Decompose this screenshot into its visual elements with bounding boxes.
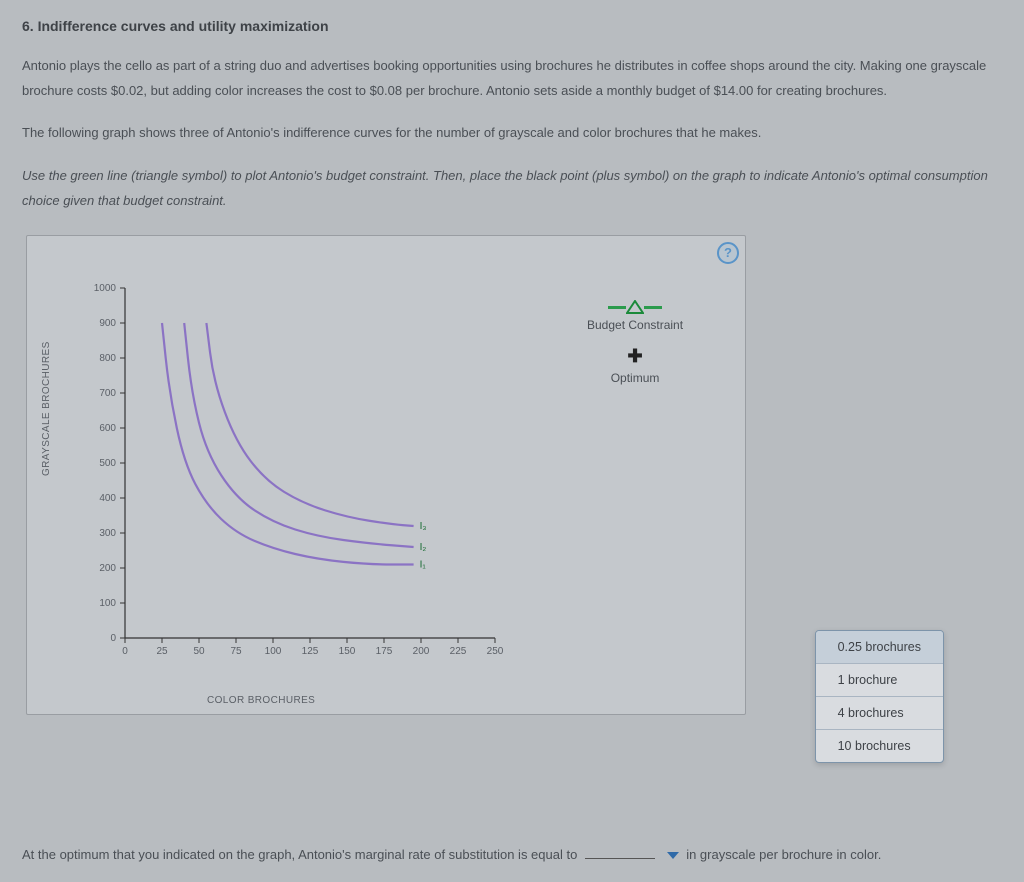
svg-text:500: 500: [99, 458, 116, 469]
mrs-question: At the optimum that you indicated on the…: [22, 843, 1002, 868]
svg-text:100: 100: [99, 598, 116, 609]
triangle-icon[interactable]: [626, 300, 644, 314]
svg-text:175: 175: [376, 646, 393, 657]
plus-icon[interactable]: ✚: [587, 346, 683, 367]
svg-text:75: 75: [230, 646, 242, 657]
answer-dropdown[interactable]: 0.25 brochures1 brochure4 brochures10 br…: [815, 630, 944, 763]
svg-text:I₃: I₃: [420, 521, 427, 532]
svg-text:700: 700: [99, 388, 116, 399]
svg-text:400: 400: [99, 493, 116, 504]
svg-text:200: 200: [413, 646, 430, 657]
dropdown-option[interactable]: 4 brochures: [816, 697, 943, 730]
interactive-graph[interactable]: ? GRAYSCALE BROCHURES COLOR BROCHURES 0 2…: [26, 235, 746, 715]
svg-text:25: 25: [156, 646, 168, 657]
triangle-dash-left: [608, 306, 626, 309]
answer-blank[interactable]: [585, 858, 655, 859]
question-suffix: in grayscale per brochure in color.: [686, 847, 881, 862]
svg-text:300: 300: [99, 528, 116, 539]
chart-svg: 0 25 50 75 100 125 150 175 200 225 250 0 100 200 300 4…: [85, 278, 515, 678]
svg-text:1000: 1000: [94, 283, 117, 294]
svg-text:I₂: I₂: [420, 542, 427, 553]
instruction-text: Use the green line (triangle symbol) to …: [22, 164, 1002, 213]
help-button[interactable]: ?: [717, 242, 739, 264]
svg-text:I₁: I₁: [420, 560, 427, 571]
question-title: 6. Indifference curves and utility maxim…: [22, 18, 1002, 34]
y-axis-label: GRAYSCALE BROCHURES: [41, 342, 52, 477]
question-prefix: At the optimum that you indicated on the…: [22, 847, 577, 862]
triangle-dash-right: [644, 306, 662, 309]
dropdown-option[interactable]: 10 brochures: [816, 730, 943, 762]
problem-paragraph-2: The following graph shows three of Anton…: [22, 121, 1002, 146]
svg-text:900: 900: [99, 318, 116, 329]
svg-text:250: 250: [487, 646, 504, 657]
svg-text:200: 200: [99, 563, 116, 574]
svg-text:225: 225: [450, 646, 467, 657]
svg-text:600: 600: [99, 423, 116, 434]
svg-text:125: 125: [302, 646, 319, 657]
dropdown-option[interactable]: 0.25 brochures: [816, 631, 943, 664]
optimum-label: Optimum: [587, 371, 683, 385]
svg-text:50: 50: [193, 646, 205, 657]
dropdown-option[interactable]: 1 brochure: [816, 664, 943, 697]
problem-paragraph-1: Antonio plays the cello as part of a str…: [22, 54, 1002, 103]
x-axis-label: COLOR BROCHURES: [207, 695, 315, 706]
graph-palette[interactable]: Budget Constraint ✚ Optimum: [587, 300, 683, 399]
dropdown-caret-icon[interactable]: [667, 852, 679, 859]
svg-text:0: 0: [110, 633, 116, 644]
svg-text:100: 100: [265, 646, 282, 657]
svg-text:0: 0: [122, 646, 128, 657]
budget-constraint-label: Budget Constraint: [587, 318, 683, 332]
svg-text:150: 150: [339, 646, 356, 657]
svg-text:800: 800: [99, 353, 116, 364]
